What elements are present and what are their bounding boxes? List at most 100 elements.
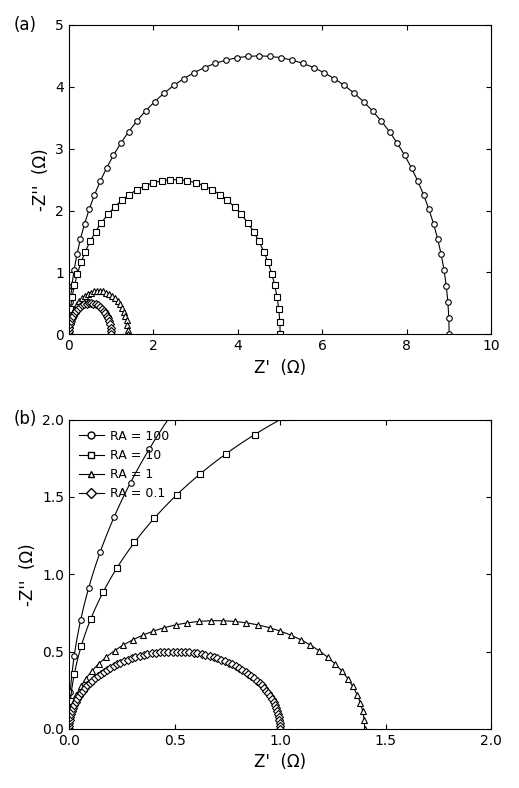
RA = 1 (66, 724, 72, 734)
RA = 1 (120, 641, 127, 650)
RA = 100 (67, 688, 73, 697)
RA = 1 (243, 618, 250, 627)
RA = 100 (66, 724, 72, 734)
Text: (b): (b) (14, 411, 37, 429)
X-axis label: Z'  (Ω): Z' (Ω) (254, 359, 306, 377)
RA = 0.1 (153, 649, 159, 658)
RA = 100 (304, 263, 310, 273)
RA = 10 (88, 614, 94, 623)
RA = 10 (416, 360, 422, 370)
RA = 1 (73, 690, 79, 700)
RA = 10 (282, 412, 288, 422)
RA = 10 (152, 513, 158, 522)
X-axis label: Z'  (Ω): Z' (Ω) (254, 753, 306, 771)
RA = 1 (232, 617, 238, 626)
RA = 1 (345, 674, 351, 683)
RA = 1 (354, 690, 360, 700)
RA = 10 (114, 563, 120, 572)
RA = 100 (242, 321, 249, 330)
RA = 0.1 (233, 661, 239, 671)
RA = 0.1 (170, 647, 176, 656)
RA = 1 (266, 623, 272, 633)
RA = 1 (288, 630, 294, 640)
RA = 100 (487, 146, 494, 155)
RA = 1 (78, 682, 84, 691)
RA = 100 (168, 411, 174, 421)
Line: RA = 0.1: RA = 0.1 (66, 649, 283, 732)
RA = 1 (350, 682, 356, 691)
RA = 1 (357, 698, 363, 708)
RA = 1 (316, 646, 322, 656)
RA = 10 (78, 641, 84, 651)
RA = 100 (214, 351, 221, 360)
RA = 1 (307, 641, 313, 650)
RA = 1 (68, 707, 74, 716)
RA = 1 (66, 716, 73, 725)
RA = 100 (408, 190, 414, 199)
RA = 10 (312, 397, 318, 407)
Line: RA = 10: RA = 10 (66, 348, 494, 732)
RA = 100 (146, 444, 153, 454)
Line: RA = 1: RA = 1 (66, 618, 367, 732)
RA = 1 (196, 617, 202, 626)
RA = 100 (447, 167, 453, 177)
RA = 0.1 (272, 700, 278, 709)
RA = 1 (184, 618, 190, 627)
RA = 10 (450, 352, 457, 362)
RA = 0.1 (66, 724, 72, 734)
RA = 0.1 (207, 651, 213, 660)
RA = 1 (277, 626, 283, 636)
RA = 10 (71, 670, 77, 679)
RA = 1 (151, 626, 157, 636)
RA = 1 (208, 616, 214, 626)
RA = 10 (100, 587, 106, 597)
RA = 1 (338, 666, 345, 675)
RA = 1 (70, 698, 76, 708)
RA = 10 (67, 696, 74, 705)
RA = 1 (161, 623, 167, 633)
RA = 1 (95, 659, 102, 668)
RA = 1 (362, 724, 368, 734)
RA = 1 (89, 666, 95, 675)
RA = 10 (345, 383, 351, 392)
RA = 1 (173, 620, 179, 630)
RA = 100 (127, 478, 133, 487)
RA = 100 (111, 512, 117, 522)
RA = 1 (103, 652, 109, 662)
Y-axis label: -Z''  (Ω): -Z'' (Ω) (32, 148, 50, 211)
RA = 0.1 (222, 656, 228, 666)
RA = 100 (272, 292, 278, 301)
Line: RA = 100: RA = 100 (66, 148, 494, 732)
RA = 10 (174, 490, 180, 500)
RA = 0.1 (277, 724, 283, 734)
RA = 1 (130, 635, 136, 645)
RA = 10 (252, 429, 258, 439)
RA = 1 (83, 674, 89, 683)
RA = 100 (338, 236, 344, 246)
RA = 1 (298, 635, 304, 645)
RA = 1 (255, 620, 261, 630)
Y-axis label: -Z''  (Ω): -Z'' (Ω) (19, 543, 36, 606)
RA = 10 (488, 345, 494, 355)
Legend: RA = 100, RA = 10, RA = 1, RA = 0.1: RA = 100, RA = 10, RA = 1, RA = 0.1 (75, 426, 173, 504)
RA = 0.1 (211, 652, 217, 662)
RA = 10 (223, 449, 229, 459)
RA = 1 (332, 659, 338, 668)
RA = 100 (71, 652, 77, 661)
RA = 100 (370, 214, 376, 223)
RA = 1 (112, 646, 118, 656)
RA = 1 (360, 707, 366, 716)
RA = 100 (77, 615, 84, 625)
RA = 10 (380, 370, 386, 380)
RA = 100 (86, 583, 92, 593)
RA = 10 (196, 470, 202, 479)
RA = 10 (131, 537, 138, 547)
RA = 1 (220, 616, 226, 626)
RA = 100 (188, 382, 195, 392)
RA = 1 (361, 716, 367, 725)
RA = 100 (97, 548, 103, 557)
Text: (a): (a) (14, 16, 37, 34)
RA = 1 (140, 630, 146, 640)
RA = 1 (324, 652, 331, 662)
RA = 10 (66, 724, 72, 734)
